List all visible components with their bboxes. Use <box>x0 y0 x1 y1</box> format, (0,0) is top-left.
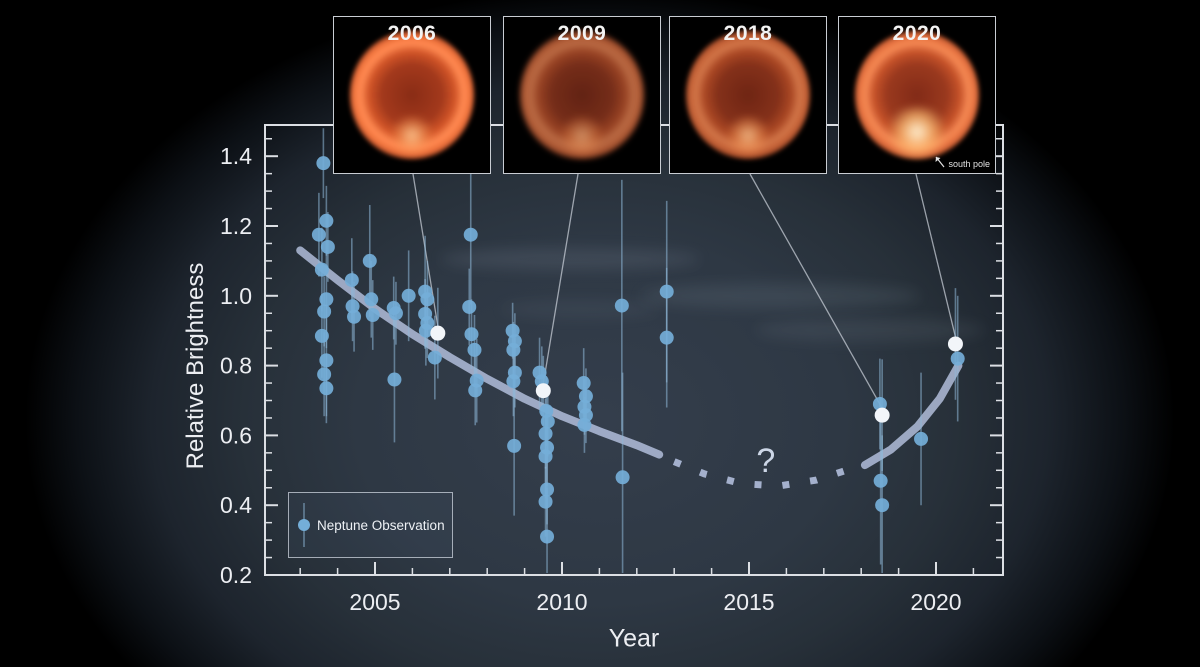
y-tick-label: 1.4 <box>220 143 252 169</box>
data-point-highlighted <box>535 383 551 399</box>
inset-callout-line <box>915 173 957 338</box>
inset-year-label: 2018 <box>723 22 773 45</box>
inset-callout-line <box>542 173 579 384</box>
data-point <box>427 350 442 365</box>
legend-marker-icon <box>298 503 310 547</box>
y-tick-label: 0.4 <box>220 492 252 518</box>
inset-2018: 2018 <box>669 16 827 174</box>
y-tick-label: 0.6 <box>220 422 252 448</box>
y-axis-title: Relative Brightness <box>182 262 209 470</box>
data-point <box>875 498 890 513</box>
data-point <box>314 328 329 343</box>
data-point <box>505 323 520 338</box>
data-point <box>314 262 329 277</box>
inset-2020: 2020 south pole <box>838 16 996 174</box>
data-point <box>578 389 593 404</box>
data-point <box>401 288 416 303</box>
data-point <box>365 307 380 322</box>
data-point <box>319 292 334 307</box>
data-point <box>311 227 326 242</box>
x-tick-label: 2020 <box>910 589 961 615</box>
data-point <box>950 351 965 366</box>
y-tick-label: 1.2 <box>220 213 252 239</box>
data-point <box>347 309 362 324</box>
data-point <box>468 383 483 398</box>
data-point <box>344 273 359 288</box>
data-point <box>316 156 331 171</box>
data-point <box>320 239 335 254</box>
data-point <box>362 253 377 268</box>
cloud-wisp <box>440 248 700 270</box>
data-point <box>463 227 478 242</box>
y-tick-label: 1.0 <box>220 283 252 309</box>
legend: Neptune Observation <box>288 492 453 558</box>
data-point <box>420 292 435 307</box>
data-point <box>387 372 402 387</box>
south-pole-arrow-icon <box>935 156 945 168</box>
inset-year-label: 2006 <box>387 22 437 45</box>
trend-curve-declining <box>296 246 664 459</box>
data-point <box>576 376 591 391</box>
data-point <box>538 449 553 464</box>
south-pole-glow <box>884 107 950 158</box>
data-point <box>577 417 592 432</box>
south-pole-annotation: south pole <box>931 153 990 169</box>
data-point <box>615 470 630 485</box>
trend-curve-predicted-dashed <box>672 458 848 490</box>
inset-year-label: 2009 <box>557 22 607 45</box>
inset-2006: 2006 <box>333 16 491 174</box>
data-point <box>540 482 555 497</box>
data-point <box>540 414 555 429</box>
data-point <box>872 396 887 411</box>
inset-2009: 2009 <box>503 16 661 174</box>
x-tick-label: 2010 <box>536 589 587 615</box>
y-tick-label: 0.8 <box>220 353 252 379</box>
data-point <box>319 381 334 396</box>
inset-year-label: 2020 <box>892 22 942 45</box>
data-point <box>506 342 521 357</box>
south-pole-glow <box>558 116 606 155</box>
south-pole-glow <box>724 116 772 155</box>
data-point <box>418 323 433 338</box>
data-point <box>317 367 332 382</box>
data-point <box>364 292 379 307</box>
south-pole-label: south pole <box>948 159 990 169</box>
data-point-highlighted <box>874 407 890 423</box>
data-point <box>659 284 674 299</box>
data-point <box>538 494 553 509</box>
cloud-wisp <box>755 318 985 342</box>
data-point <box>464 327 479 342</box>
south-pole-glow <box>388 116 436 155</box>
data-point <box>540 529 555 544</box>
y-tick-label: 0.2 <box>220 562 252 588</box>
data-point <box>614 298 629 313</box>
data-point-highlighted <box>947 336 963 352</box>
x-axis-title: Year <box>608 624 660 653</box>
data-point <box>462 299 477 314</box>
data-point <box>873 473 888 488</box>
cloud-wisp <box>640 283 920 309</box>
data-point <box>539 403 554 418</box>
inset-callout-line <box>749 173 883 409</box>
data-point <box>507 438 522 453</box>
data-point <box>317 304 332 319</box>
legend-label: Neptune Observation <box>317 517 445 533</box>
x-tick-label: 2005 <box>349 589 400 615</box>
data-point <box>914 431 929 446</box>
data-point <box>538 426 553 441</box>
data-point <box>659 330 674 345</box>
data-point <box>345 299 360 314</box>
data-point-highlighted <box>430 325 446 341</box>
x-tick-label: 2015 <box>723 589 774 615</box>
data-point <box>467 342 482 357</box>
data-point <box>506 374 521 389</box>
data-point <box>319 213 334 228</box>
data-point <box>388 306 403 321</box>
question-mark: ? <box>756 442 775 480</box>
data-point <box>319 353 334 368</box>
